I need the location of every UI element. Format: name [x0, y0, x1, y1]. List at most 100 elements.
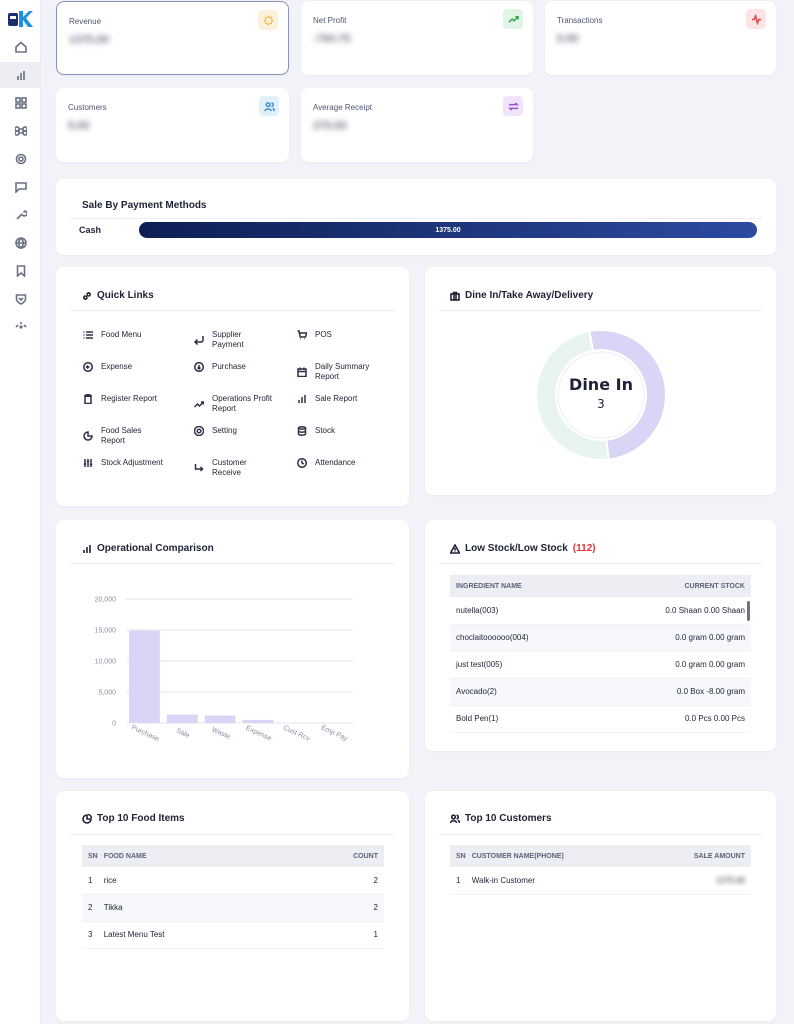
col-sn[interactable]: SN — [450, 845, 466, 867]
table-row[interactable]: Bold Pen(1) 0.0 Pcs 0.00 Pcs — [450, 705, 751, 733]
col-sale-amount[interactable]: SALE AMOUNT — [643, 845, 751, 867]
users-icon — [450, 813, 460, 823]
quick-link-purchase[interactable]: Purchase — [194, 362, 294, 372]
grid-icon[interactable] — [0, 90, 41, 116]
calendar-icon — [297, 367, 307, 377]
bar-waste[interactable] — [204, 715, 236, 723]
payment-bar-fill[interactable]: 1375.00 — [139, 222, 757, 238]
ingredient-name: choclaitoooooo(004) — [450, 624, 595, 652]
donut-slice-dine-in[interactable] — [588, 329, 667, 461]
x-tick-label: Emp Pay — [320, 724, 349, 743]
top-food-title-text: Top 10 Food Items — [97, 813, 185, 824]
wrench-icon[interactable] — [0, 202, 41, 228]
quick-link-stock-adjustment[interactable]: Stock Adjustment — [83, 458, 183, 468]
pie-chart-icon — [83, 431, 93, 441]
quick-link-customer-receive[interactable]: Customer Receive — [194, 458, 294, 478]
quick-link-label: POS — [315, 330, 332, 339]
scrollbar-thumb[interactable] — [747, 601, 750, 621]
quick-link-food-sales-report[interactable]: Food Sales Report — [83, 426, 183, 446]
stat-card-net-profit[interactable]: Net Profit -794.75 — [301, 1, 533, 75]
col-sn[interactable]: SN — [82, 845, 98, 867]
col-customer-name[interactable]: CUSTOMER NAME(PHONE) — [465, 845, 644, 867]
table-row[interactable]: choclaitoooooo(004) 0.0 gram 0.00 gram — [450, 624, 751, 652]
y-tick-label: 5,000 — [98, 690, 116, 697]
bar-expense[interactable] — [242, 719, 274, 723]
bookmark-icon[interactable] — [0, 258, 41, 284]
gear-icon[interactable] — [0, 146, 41, 172]
corner-down-right-icon — [194, 464, 204, 472]
quick-link-label: Attendance — [315, 458, 356, 467]
list-icon — [83, 331, 93, 339]
app-logo[interactable] — [7, 8, 33, 30]
table-row[interactable]: just test(005) 0.0 gram 0.00 gram — [450, 651, 751, 679]
stat-card-revenue[interactable]: Revenue 1375.00 — [56, 1, 289, 75]
globe-icon[interactable] — [0, 230, 41, 256]
table-row[interactable]: 3 Latest Menu Test 1 — [82, 921, 384, 949]
table-row[interactable]: nutella(003) 0.0 Shaan 0.00 Shaan — [450, 597, 751, 625]
circle-arrow-left-icon — [83, 362, 93, 372]
donut-slice-other[interactable] — [535, 329, 610, 461]
quick-link-pos[interactable]: POS — [297, 330, 397, 340]
quick-link-supplier-payment[interactable]: Supplier Payment — [194, 330, 294, 350]
x-tick-label: Expense — [245, 725, 273, 743]
pie-chart-icon — [82, 813, 92, 824]
ingredient-name: Avocado(2) — [450, 678, 595, 706]
y-tick-label: 10,000 — [95, 659, 117, 666]
warning-icon — [450, 543, 460, 554]
col-current-stock[interactable]: CURRENT STOCK — [594, 575, 751, 597]
link-icon — [83, 291, 91, 300]
bar-chart-icon[interactable] — [0, 62, 41, 88]
quick-link-operations-profit-report[interactable]: Operations Profit Report — [194, 394, 294, 414]
bar-sale[interactable] — [166, 714, 198, 723]
command-icon[interactable] — [0, 118, 41, 144]
home-icon[interactable] — [0, 34, 41, 60]
table-row[interactable]: Avocado(2) 0.0 Box -8.00 gram — [450, 678, 751, 706]
message-icon[interactable] — [0, 174, 41, 200]
operational-title-text: Operational Comparison — [97, 543, 214, 554]
trending-up-icon — [503, 9, 523, 29]
shield-icon[interactable] — [0, 286, 41, 312]
col-ingredient-name[interactable]: INGREDIENT NAME — [450, 575, 595, 597]
bar-purchase[interactable] — [129, 630, 160, 723]
quick-link-daily-summary-report[interactable]: Daily Summary Report — [297, 362, 397, 382]
operational-bar-chart: 0 5,000 10,000 15,000 20,000 Purchase Sale Wast… — [95, 597, 353, 743]
payment-methods-title: Sale By Payment Methods — [82, 200, 207, 211]
quick-link-label: Purchase — [212, 362, 246, 371]
quick-link-register-report[interactable]: Register Report — [83, 394, 183, 404]
quick-link-sale-report[interactable]: Sale Report — [297, 394, 397, 404]
database-icon — [297, 426, 307, 436]
stat-label: Average Receipt — [313, 103, 372, 112]
donut-hole — [557, 351, 645, 439]
current-stock: 0.0 Shaan 0.00 Shaan — [594, 597, 751, 625]
quick-link-attendance[interactable]: Attendance — [297, 458, 397, 468]
more-icon[interactable] — [0, 312, 41, 338]
food-count: 2 — [287, 894, 384, 922]
quick-link-label: Stock Adjustment — [101, 458, 163, 467]
quick-link-food-menu[interactable]: Food Menu — [83, 330, 183, 340]
food-name: rice — [97, 867, 288, 895]
stat-card-transactions[interactable]: Transactions 5.00 — [545, 1, 776, 75]
quick-link-setting[interactable]: Setting — [194, 426, 294, 436]
stat-card-average-receipt[interactable]: Average Receipt 275.00 — [301, 88, 533, 162]
col-food-name[interactable]: FOOD NAME — [97, 845, 288, 867]
y-tick-label: 15,000 — [95, 628, 117, 635]
quick-link-stock[interactable]: Stock — [297, 426, 397, 436]
current-stock: 0.0 Box -8.00 gram — [594, 678, 751, 706]
table-row[interactable]: 2 Tikka 2 — [82, 894, 384, 922]
sparkle-icon — [258, 10, 278, 30]
top-customers-card: Top 10 Customers SN CUSTOMER NAME(PHONE)… — [425, 791, 776, 1021]
col-count[interactable]: COUNT — [287, 845, 384, 867]
food-name: Latest Menu Test — [97, 921, 288, 949]
row-sn: 3 — [82, 921, 98, 949]
customer-name: Walk-in Customer — [465, 867, 644, 895]
table-row[interactable]: 1 Walk-in Customer 1375.00 — [450, 867, 751, 895]
table-row[interactable]: 1 rice 2 — [82, 867, 384, 895]
quick-link-expense[interactable]: Expense — [83, 362, 183, 372]
sliders-icon — [83, 459, 93, 467]
stat-value: 1375.00 — [69, 34, 109, 46]
dine-in-card: Dine In/Take Away/Delivery Dine In 3 — [425, 267, 776, 495]
dine-in-donut-chart[interactable] — [534, 328, 668, 462]
stat-card-customers[interactable]: Customers 5.00 — [56, 88, 289, 162]
bar-chart-icon — [298, 395, 306, 403]
x-tick-label: Purchase — [130, 724, 160, 743]
